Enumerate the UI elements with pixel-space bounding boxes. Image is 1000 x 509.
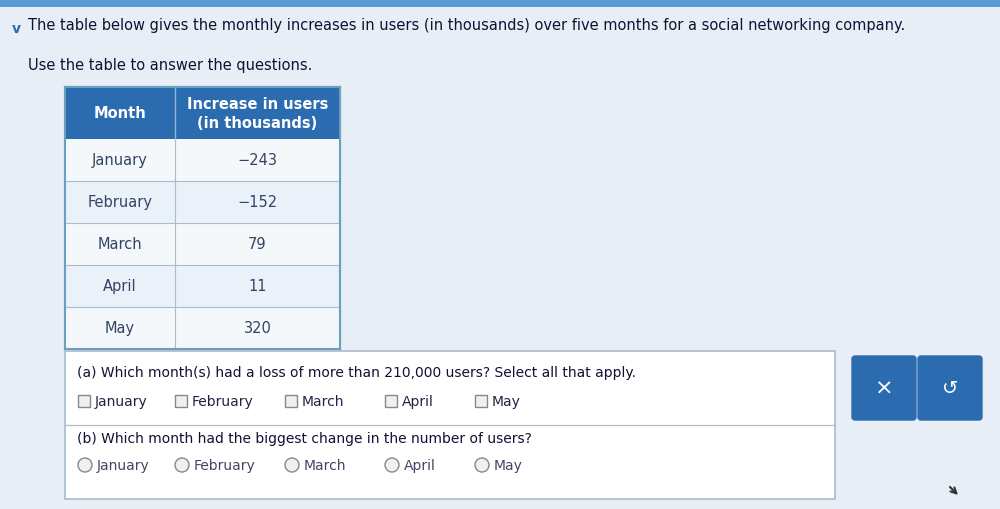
Text: May: May <box>494 458 523 472</box>
Text: v: v <box>12 22 21 36</box>
Text: April: April <box>404 458 436 472</box>
Text: April: April <box>402 394 434 408</box>
FancyBboxPatch shape <box>65 182 340 223</box>
Circle shape <box>385 458 399 472</box>
Circle shape <box>78 458 92 472</box>
Text: January: January <box>95 394 148 408</box>
Text: 320: 320 <box>244 321 271 336</box>
Text: May: May <box>492 394 521 408</box>
Text: Increase in users
(in thousands): Increase in users (in thousands) <box>187 97 328 130</box>
Text: March: March <box>302 394 344 408</box>
Circle shape <box>175 458 189 472</box>
Text: January: January <box>97 458 150 472</box>
FancyBboxPatch shape <box>65 351 835 499</box>
Text: ×: × <box>875 378 893 398</box>
Text: (a) Which month(s) had a loss of more than 210,000 users? Select all that apply.: (a) Which month(s) had a loss of more th… <box>77 365 636 379</box>
FancyBboxPatch shape <box>0 0 1000 8</box>
Text: February: February <box>192 394 254 408</box>
Circle shape <box>475 458 489 472</box>
Text: Use the table to answer the questions.: Use the table to answer the questions. <box>28 58 312 73</box>
Text: Month: Month <box>94 106 146 121</box>
Text: March: March <box>98 237 142 252</box>
Text: February: February <box>88 195 152 210</box>
FancyBboxPatch shape <box>65 88 340 140</box>
FancyBboxPatch shape <box>65 140 340 182</box>
FancyBboxPatch shape <box>475 395 487 407</box>
FancyBboxPatch shape <box>78 395 90 407</box>
Text: −243: −243 <box>238 153 278 168</box>
Text: −152: −152 <box>237 195 278 210</box>
Text: March: March <box>304 458 347 472</box>
FancyBboxPatch shape <box>285 395 297 407</box>
Text: (b) Which month had the biggest change in the number of users?: (b) Which month had the biggest change i… <box>77 431 532 445</box>
FancyBboxPatch shape <box>65 307 340 349</box>
Text: The table below gives the monthly increases in users (in thousands) over five mo: The table below gives the monthly increa… <box>28 18 905 33</box>
Text: ↺: ↺ <box>942 379 958 398</box>
FancyBboxPatch shape <box>918 356 982 420</box>
FancyBboxPatch shape <box>65 266 340 307</box>
Text: May: May <box>105 321 135 336</box>
FancyBboxPatch shape <box>385 395 397 407</box>
Text: January: January <box>92 153 148 168</box>
Text: February: February <box>194 458 256 472</box>
Text: April: April <box>103 279 137 294</box>
Text: 11: 11 <box>248 279 267 294</box>
Circle shape <box>285 458 299 472</box>
Text: 79: 79 <box>248 237 267 252</box>
FancyBboxPatch shape <box>65 223 340 266</box>
FancyBboxPatch shape <box>852 356 916 420</box>
FancyBboxPatch shape <box>175 395 187 407</box>
